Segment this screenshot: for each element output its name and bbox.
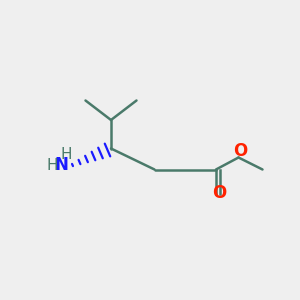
Text: H: H (60, 147, 72, 162)
Text: O: O (233, 142, 247, 160)
Text: H: H (47, 158, 58, 172)
Text: O: O (212, 184, 226, 202)
Text: N: N (55, 156, 68, 174)
